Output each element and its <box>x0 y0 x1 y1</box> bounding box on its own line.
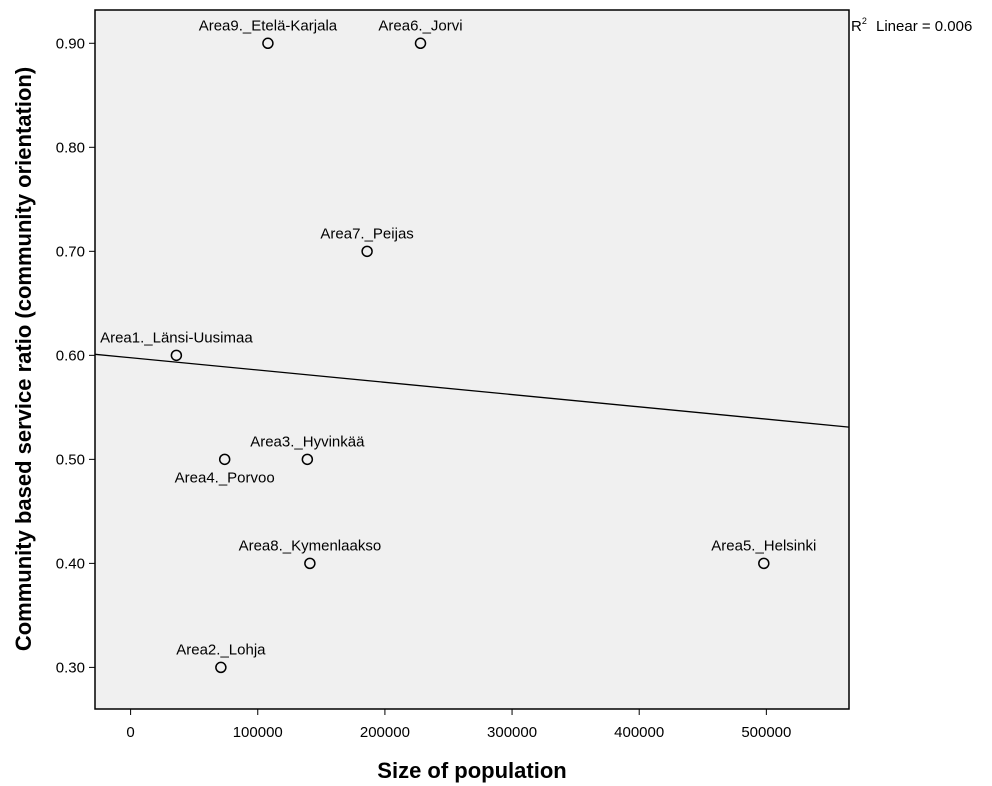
fit-line-layer <box>94 353 850 428</box>
data-point-label: Area8._Kymenlaakso <box>239 537 382 554</box>
data-point <box>361 245 373 258</box>
data-point <box>215 661 227 674</box>
data-point-label: Area6._Jorvi <box>378 17 462 34</box>
r-squared-annotation: R2 Linear = 0.006 <box>851 16 972 35</box>
y-tick-label: 0.70 <box>56 243 85 260</box>
r-squared-value: Linear = 0.006 <box>876 18 972 35</box>
plot-area <box>94 9 850 710</box>
x-tick-label: 0 <box>126 724 134 741</box>
data-point-label: Area9._Etelä-Karjala <box>199 17 338 34</box>
data-point <box>414 37 427 50</box>
data-point <box>218 453 231 466</box>
x-axis: 0 100000 200000 300000 400000 500000 <box>126 709 791 741</box>
data-point <box>170 349 183 362</box>
y-tick-label: 0.80 <box>56 139 85 156</box>
y-tick-label: 0.50 <box>56 451 85 468</box>
y-tick-label: 0.40 <box>56 555 85 572</box>
r-squared-symbol: R2 <box>851 16 867 35</box>
y-axis: 0.30 0.40 0.50 0.60 0.70 0.80 0.90 <box>56 35 95 676</box>
data-point <box>304 557 316 570</box>
data-point-label: Area3._Hyvinkää <box>250 433 365 450</box>
x-tick-label: 400000 <box>614 724 664 741</box>
data-point-label: Area4._Porvoo <box>175 469 275 486</box>
x-tick-label: 300000 <box>487 724 537 741</box>
data-point <box>262 37 274 50</box>
fit-line <box>94 353 850 428</box>
x-tick-label: 500000 <box>741 724 791 741</box>
data-point-label: Area5._Helsinki <box>711 537 816 554</box>
y-axis-title: Community based service ratio (community… <box>11 67 36 651</box>
x-tick-label: 100000 <box>233 724 283 741</box>
y-tick-label: 0.30 <box>56 659 85 676</box>
data-point-label: Area2._Lohja <box>176 641 266 658</box>
x-axis-title: Size of population <box>377 758 566 783</box>
y-tick-label: 0.90 <box>56 35 85 52</box>
data-point <box>758 557 770 570</box>
points-layer: Area9._Etelä-Karjala Area6._Jorvi Area7._P… <box>100 17 816 674</box>
data-point-label: Area7._Peijas <box>320 225 413 242</box>
data-point <box>301 453 314 466</box>
x-tick-label: 200000 <box>360 724 410 741</box>
data-point-label: Area1._Länsi-Uusimaa <box>100 329 253 346</box>
y-tick-label: 0.60 <box>56 347 85 364</box>
